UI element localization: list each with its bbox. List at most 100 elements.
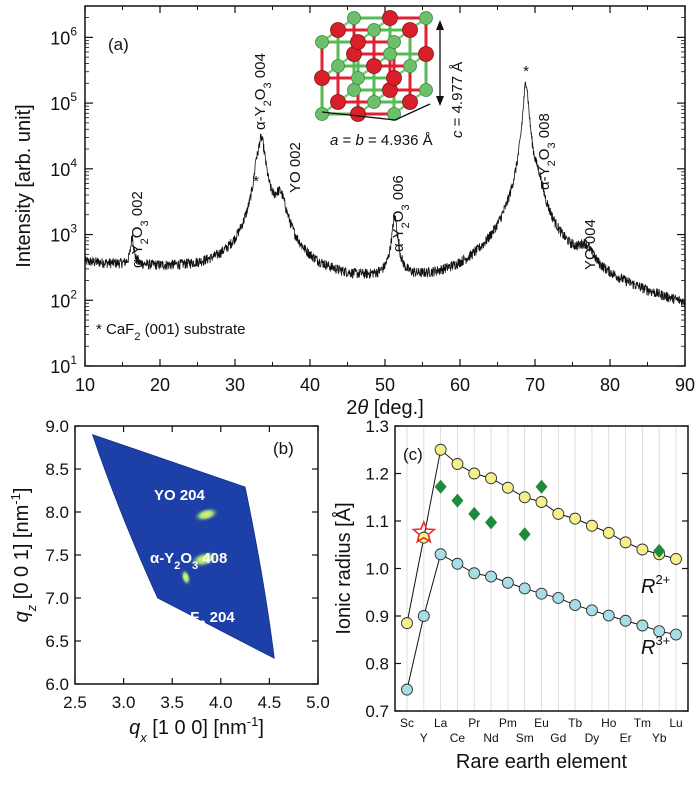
oxygen-atom bbox=[402, 22, 418, 38]
y-tick-label-b: 7.0 bbox=[45, 589, 69, 608]
data-point-r3 bbox=[535, 587, 548, 600]
y-tick-label-c: 1.3 bbox=[365, 417, 389, 436]
data-point-r3 bbox=[602, 609, 615, 622]
y-tick-label-a: 106 bbox=[50, 24, 77, 48]
y-tick-label-c: 1.0 bbox=[365, 560, 389, 579]
rsm-spot bbox=[192, 506, 220, 523]
yttrium-atom bbox=[403, 59, 417, 73]
y-tick-label-b: 9.0 bbox=[45, 417, 69, 436]
plot-frame-a bbox=[84, 5, 686, 367]
spot-label-caf2-204: CaF2 204 bbox=[171, 609, 235, 631]
panel-b: 2.5 3.0 3.5 4.0 4.5 5.0 6.0 6.5 7.0 7.5 8.0 8.5 9.0 q… bbox=[8, 417, 330, 745]
category-label-c: Dy bbox=[585, 731, 600, 745]
data-point-r3 bbox=[485, 570, 498, 583]
data-point-r2 bbox=[569, 512, 582, 525]
y-tick-label-c: 1.1 bbox=[365, 512, 389, 531]
yttrium-atom bbox=[331, 59, 345, 73]
spot-label-yo204: YO 204 bbox=[154, 487, 206, 504]
x-tick-label-a: 70 bbox=[525, 375, 545, 395]
data-point-r2 bbox=[670, 553, 682, 565]
yttrium-atom bbox=[419, 83, 433, 97]
xrd-spectrum-line bbox=[84, 81, 686, 307]
y-tick-label-a: 103 bbox=[50, 222, 77, 246]
data-point-r2 bbox=[468, 467, 481, 480]
yttrium-atom bbox=[347, 11, 361, 25]
c-lattice-label: c = 4.977 Å bbox=[449, 62, 466, 138]
panel-label-c: (c) bbox=[403, 445, 423, 464]
data-point-r3 bbox=[619, 614, 632, 627]
y-tick-label-a: 101 bbox=[50, 353, 77, 377]
data-point-r3 bbox=[653, 625, 666, 638]
data-point-r2 bbox=[602, 526, 615, 539]
oxygen-atom bbox=[402, 94, 418, 110]
data-point-r3 bbox=[417, 610, 430, 622]
x-tick-label-b: 4.0 bbox=[209, 693, 233, 712]
diamond-point bbox=[518, 527, 531, 542]
category-label-c: Ce bbox=[450, 731, 466, 745]
data-point-r2 bbox=[451, 458, 464, 470]
peak-label-yo002: YO 002 bbox=[287, 142, 304, 193]
y-tick-label-a: 105 bbox=[50, 90, 77, 114]
substrate-star-1: * bbox=[253, 173, 259, 190]
rsm-spot bbox=[180, 568, 192, 587]
x-tick-label-a: 50 bbox=[375, 375, 395, 395]
y-tick-label-c: 0.7 bbox=[365, 702, 389, 721]
diamond-point bbox=[434, 479, 447, 494]
y-tick-label-a: 104 bbox=[50, 156, 77, 180]
yttrium-atom bbox=[387, 35, 401, 49]
diamond-point bbox=[535, 479, 548, 494]
y-axis-label-b: qz [0 0 1] [nm-1] bbox=[8, 488, 39, 623]
diamond-point bbox=[653, 543, 666, 558]
data-point-r2 bbox=[434, 443, 447, 456]
data-point-r2 bbox=[535, 496, 548, 508]
x-tick-label-b: 4.5 bbox=[258, 693, 282, 712]
yttrium-atom bbox=[351, 71, 365, 85]
x-tick-label-a: 40 bbox=[300, 375, 320, 395]
data-point-r3 bbox=[552, 592, 565, 604]
category-label-c: Tm bbox=[634, 716, 651, 730]
b-dimension-line bbox=[394, 103, 431, 121]
data-point-r3 bbox=[451, 557, 464, 570]
oxygen-atom bbox=[386, 70, 402, 86]
panel-label-b: (b) bbox=[273, 439, 294, 458]
data-point-r3 bbox=[518, 582, 531, 595]
data-point-r3 bbox=[670, 628, 682, 641]
x-tick-label-a: 30 bbox=[225, 375, 245, 395]
yttrium-atom bbox=[367, 23, 381, 37]
x-tick-label-b: 3.5 bbox=[160, 693, 184, 712]
category-label-c: La bbox=[434, 716, 448, 730]
y-axis-label-a: Intensity [arb. unit] bbox=[13, 104, 35, 267]
yttrium-atom bbox=[347, 83, 361, 97]
data-point-r3 bbox=[434, 548, 447, 561]
series-label-r3: R3+ bbox=[641, 633, 670, 659]
yttrium-atom bbox=[419, 11, 433, 25]
y-tick-label-b: 8.5 bbox=[45, 460, 69, 479]
category-label-c: Sc bbox=[400, 716, 414, 730]
y-tick-label-b: 8.0 bbox=[45, 503, 69, 522]
panel-c: 0.7 0.8 0.9 1.0 1.1 1.2 1.3 Sc Y LaCePrNdPmSmEuGd… bbox=[332, 417, 689, 773]
rsm-spot bbox=[188, 550, 220, 569]
y-tick-label-b: 6.5 bbox=[45, 632, 69, 651]
x-tick-label-b: 5.0 bbox=[306, 693, 330, 712]
peak-label-008: α-Y2O3 008 bbox=[536, 113, 558, 190]
x-tick-label-a: 90 bbox=[675, 375, 695, 395]
data-point-r3 bbox=[585, 604, 598, 617]
x-axis-label-c: Rare earth element bbox=[456, 751, 628, 773]
rsm-wedge bbox=[91, 433, 275, 659]
y-tick-label-c: 0.9 bbox=[365, 607, 389, 626]
x-tick-label-a: 80 bbox=[600, 375, 620, 395]
peak-label-004: α-Y2O3 004 bbox=[252, 53, 274, 130]
category-label-c: Lu bbox=[669, 716, 682, 730]
data-point-r2 bbox=[636, 543, 649, 556]
panel-a: 10 20 30 40 50 60 70 80 90 101 102 103 104 105 106 2θ [… bbox=[13, 5, 695, 419]
category-label-c: Ho bbox=[601, 716, 617, 730]
spot-label-y2o3-408: α-Y2O3 408 bbox=[150, 550, 227, 572]
y-tick-label-c: 0.8 bbox=[365, 655, 389, 674]
category-label-c: Pr bbox=[468, 716, 480, 730]
oxygen-atom bbox=[330, 22, 346, 38]
data-point-r3 bbox=[636, 619, 649, 632]
y-tick-label-b: 7.5 bbox=[45, 546, 69, 565]
category-label-c: Sm bbox=[516, 731, 534, 745]
peak-label-yo004: YO 004 bbox=[582, 219, 599, 270]
panel-label-a: (a) bbox=[108, 35, 129, 54]
